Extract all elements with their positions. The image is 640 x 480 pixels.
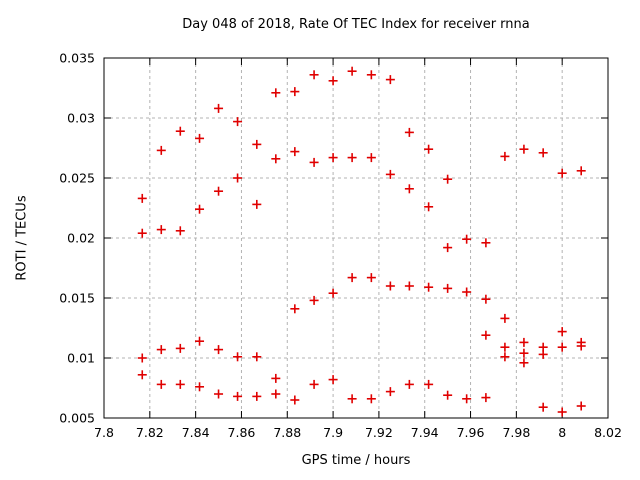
x-tick-label: 7.88 xyxy=(273,425,301,440)
x-tick-label: 7.96 xyxy=(457,425,485,440)
x-tick-label: 7.94 xyxy=(411,425,439,440)
x-tick-label: 7.98 xyxy=(502,425,530,440)
x-tick-label: 8 xyxy=(558,425,566,440)
y-tick-label: 0.035 xyxy=(59,51,95,66)
x-tick-label: 7.82 xyxy=(136,425,164,440)
x-tick-label: 7.92 xyxy=(365,425,393,440)
x-tick-label: 7.9 xyxy=(323,425,343,440)
x-tick-label: 7.84 xyxy=(182,425,210,440)
y-tick-label: 0.025 xyxy=(59,171,95,186)
y-axis-label: ROTI / TECUs xyxy=(14,195,30,281)
y-tick-label: 0.01 xyxy=(67,351,95,366)
x-tick-label: 7.86 xyxy=(228,425,256,440)
x-axis-label: GPS time / hours xyxy=(301,453,411,468)
x-tick-label: 7.8 xyxy=(94,425,114,440)
x-tick-label: 8.02 xyxy=(594,425,622,440)
y-tick-label: 0.015 xyxy=(59,291,95,306)
y-tick-label: 0.02 xyxy=(67,231,95,246)
chart-title: Day 048 of 2018, Rate Of TEC Index for r… xyxy=(182,17,530,32)
y-tick-label: 0.03 xyxy=(67,111,95,126)
y-tick-label: 0.005 xyxy=(59,411,95,426)
